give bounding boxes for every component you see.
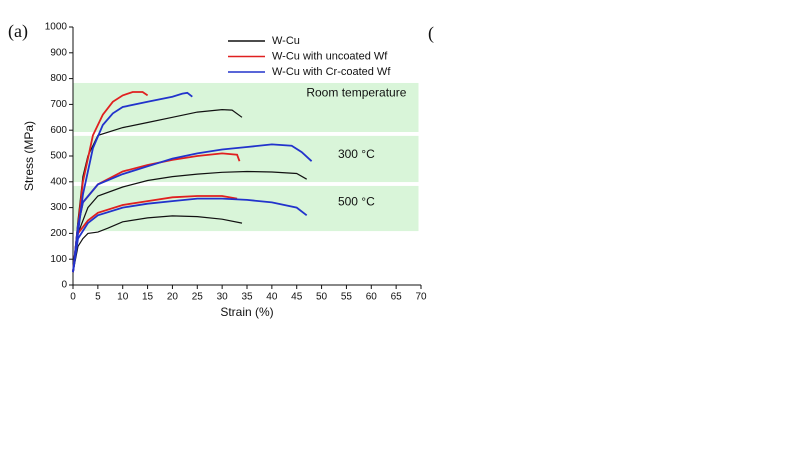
y-tick-label: 300 [50,202,67,213]
panel-label: (a) [8,21,28,42]
curve [72,91,193,273]
curve [72,195,238,273]
x-tick-label: 10 [117,292,129,303]
x-axis-label: Strain (%) [220,305,273,319]
y-tick-label: 600 [50,125,67,136]
x-tick-label: 55 [341,292,353,303]
x-tick-label: 45 [291,292,303,303]
y-tick-label: 900 [50,47,67,58]
y-axis-label: Stress (MPa) [22,121,36,191]
x-tick-label: 0 [70,292,76,303]
curve [72,170,307,273]
x-tick-label: 35 [241,292,253,303]
x-tick-label: 5 [95,292,101,303]
curve [72,197,308,273]
x-tick-label: 15 [142,292,154,303]
x-tick-label: 50 [316,292,328,303]
band [73,135,419,183]
y-tick-label: 700 [50,99,67,110]
y-tick-label: 1000 [45,22,68,33]
panel-label: ( [428,23,434,44]
y-tick-label: 100 [50,254,67,265]
band [73,82,419,133]
y-tick-label: 500 [50,151,67,162]
band-label: 500 °C [338,195,375,209]
y-tick-label: 0 [61,280,67,291]
x-tick-label: 30 [217,292,229,303]
y-tick-label: 800 [50,73,67,84]
y-tick-label: 200 [50,228,67,239]
y-tick-label: 400 [50,176,67,187]
curve [72,215,243,273]
band [73,185,419,232]
x-tick-label: 65 [391,292,403,303]
curve [72,143,313,273]
x-tick-label: 60 [366,292,378,303]
band-label: Room temperature [306,86,406,100]
x-tick-label: 25 [192,292,204,303]
x-tick-label: 40 [266,292,278,303]
x-tick-label: 20 [167,292,179,303]
legend-label: W-Cu [272,35,300,47]
curve [72,91,149,273]
band-label: 300 °C [338,147,375,161]
legend-label: W-Cu with Cr-coated Wf [272,66,391,78]
legend-label: W-Cu with uncoated Wf [272,50,388,62]
x-tick-label: 70 [415,292,427,303]
